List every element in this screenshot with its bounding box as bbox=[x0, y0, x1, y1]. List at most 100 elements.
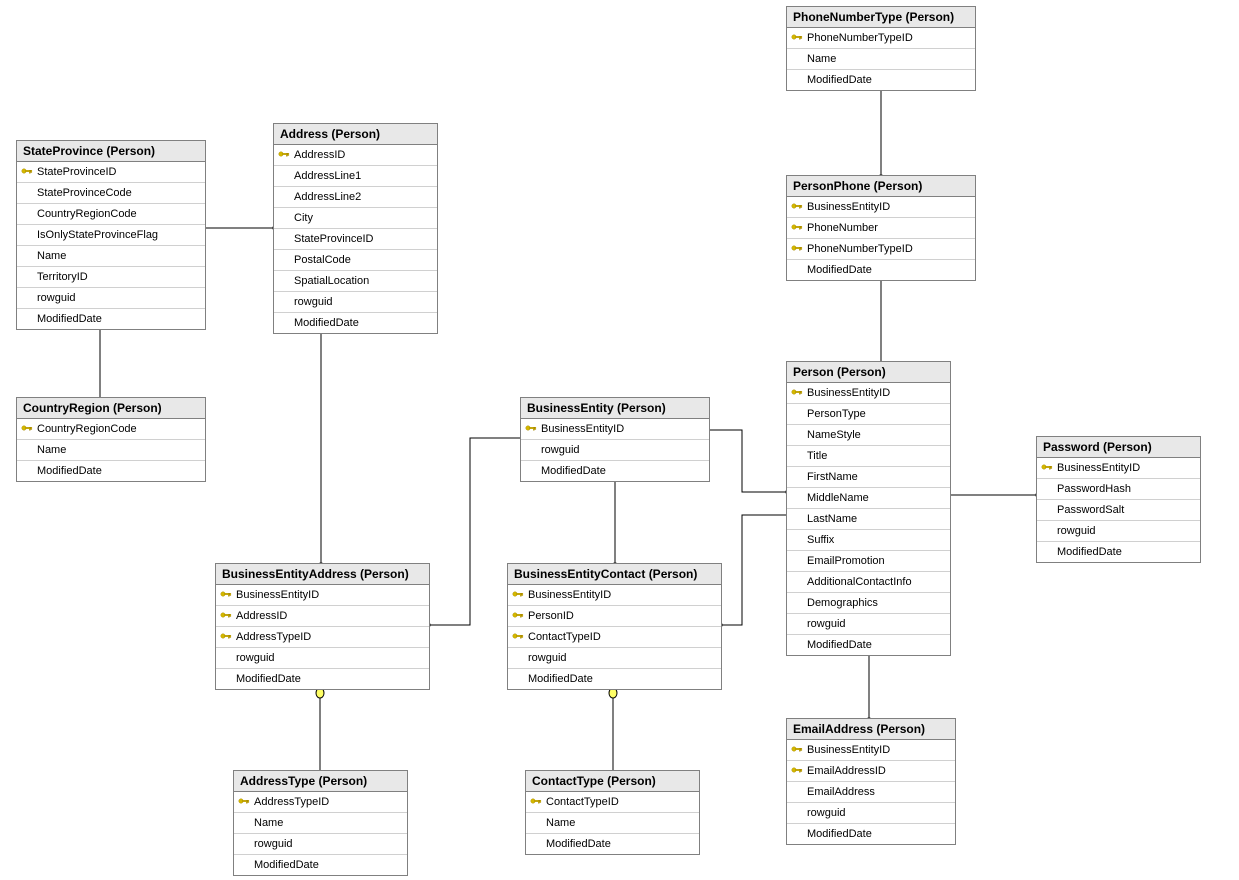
table-column[interactable]: ModifiedDate bbox=[787, 635, 950, 655]
table-column[interactable]: rowguid bbox=[787, 614, 950, 635]
table-column[interactable]: rowguid bbox=[508, 648, 721, 669]
table-column[interactable]: rowguid bbox=[216, 648, 429, 669]
table-column[interactable]: BusinessEntityID bbox=[216, 585, 429, 606]
table-column[interactable]: Title bbox=[787, 446, 950, 467]
table-column[interactable]: AddressTypeID bbox=[234, 792, 407, 813]
table-column[interactable]: ContactTypeID bbox=[526, 792, 699, 813]
table-column[interactable]: PhoneNumberTypeID bbox=[787, 28, 975, 49]
table-column[interactable]: ContactTypeID bbox=[508, 627, 721, 648]
column-name: ModifiedDate bbox=[294, 317, 359, 329]
table-column[interactable]: CountryRegionCode bbox=[17, 204, 205, 225]
table-column[interactable]: rowguid bbox=[17, 288, 205, 309]
table-column[interactable]: BusinessEntityID bbox=[521, 419, 709, 440]
column-name: PostalCode bbox=[294, 254, 351, 266]
entity-table-address[interactable]: Address (Person)AddressIDAddressLine1Add… bbox=[273, 123, 438, 334]
table-column[interactable]: Name bbox=[234, 813, 407, 834]
table-column[interactable]: City bbox=[274, 208, 437, 229]
entity-table-businessEntityAddress[interactable]: BusinessEntityAddress (Person)BusinessEn… bbox=[215, 563, 430, 690]
table-column[interactable]: LastName bbox=[787, 509, 950, 530]
table-column[interactable]: ModifiedDate bbox=[508, 669, 721, 689]
table-column[interactable]: AddressID bbox=[216, 606, 429, 627]
table-column[interactable]: rowguid bbox=[234, 834, 407, 855]
primary-key-icon bbox=[278, 148, 290, 160]
table-column[interactable]: ModifiedDate bbox=[787, 260, 975, 280]
table-column[interactable]: PhoneNumberTypeID bbox=[787, 239, 975, 260]
column-name: PhoneNumberTypeID bbox=[807, 243, 913, 255]
table-column[interactable]: Demographics bbox=[787, 593, 950, 614]
column-name: ModifiedDate bbox=[236, 673, 301, 685]
entity-table-emailAddress[interactable]: EmailAddress (Person) BusinessEntityID Ema… bbox=[786, 718, 956, 845]
table-column[interactable]: ModifiedDate bbox=[234, 855, 407, 875]
column-name: BusinessEntityID bbox=[807, 744, 890, 756]
table-column[interactable]: PhoneNumber bbox=[787, 218, 975, 239]
table-column[interactable]: StateProvinceID bbox=[17, 162, 205, 183]
column-name: ModifiedDate bbox=[541, 465, 606, 477]
table-column[interactable]: BusinessEntityID bbox=[1037, 458, 1200, 479]
table-column[interactable]: NameStyle bbox=[787, 425, 950, 446]
table-column[interactable]: AddressLine1 bbox=[274, 166, 437, 187]
table-column[interactable]: rowguid bbox=[274, 292, 437, 313]
table-column[interactable]: AddressTypeID bbox=[216, 627, 429, 648]
entity-table-password[interactable]: Password (Person)BusinessEntityIDPasswor… bbox=[1036, 436, 1201, 563]
table-column[interactable]: ModifiedDate bbox=[17, 461, 205, 481]
table-column[interactable]: PasswordHash bbox=[1037, 479, 1200, 500]
table-column[interactable]: BusinessEntityID bbox=[508, 585, 721, 606]
entity-table-phoneNumberType[interactable]: PhoneNumberType (Person)PhoneNumberTypeI… bbox=[786, 6, 976, 91]
table-column[interactable]: ModifiedDate bbox=[787, 824, 955, 844]
entity-table-person[interactable]: Person (Person)BusinessEntityIDPersonTyp… bbox=[786, 361, 951, 656]
entity-table-addressType[interactable]: AddressType (Person)AddressTypeIDNamerow… bbox=[233, 770, 408, 876]
table-column[interactable]: Suffix bbox=[787, 530, 950, 551]
table-column[interactable]: Name bbox=[787, 49, 975, 70]
table-column[interactable]: ModifiedDate bbox=[216, 669, 429, 689]
table-column[interactable]: PersonID bbox=[508, 606, 721, 627]
entity-table-businessEntity[interactable]: BusinessEntity (Person)BusinessEntityIDr… bbox=[520, 397, 710, 482]
table-column[interactable]: ModifiedDate bbox=[787, 70, 975, 90]
table-column[interactable]: Name bbox=[526, 813, 699, 834]
column-name: MiddleName bbox=[807, 492, 869, 504]
table-column[interactable]: BusinessEntityID bbox=[787, 197, 975, 218]
table-column[interactable]: StateProvinceCode bbox=[17, 183, 205, 204]
table-column[interactable]: BusinessEntityID bbox=[787, 383, 950, 404]
table-column[interactable]: rowguid bbox=[787, 803, 955, 824]
table-column[interactable]: SpatialLocation bbox=[274, 271, 437, 292]
table-column[interactable]: MiddleName bbox=[787, 488, 950, 509]
column-name: EmailAddress bbox=[807, 786, 875, 798]
table-column[interactable]: ModifiedDate bbox=[526, 834, 699, 854]
entity-table-contactType[interactable]: ContactType (Person)ContactTypeIDNameMod… bbox=[525, 770, 700, 855]
table-column[interactable]: rowguid bbox=[1037, 521, 1200, 542]
table-column[interactable]: ModifiedDate bbox=[274, 313, 437, 333]
table-column[interactable]: rowguid bbox=[521, 440, 709, 461]
table-column[interactable]: AddressID bbox=[274, 145, 437, 166]
table-column[interactable]: ModifiedDate bbox=[521, 461, 709, 481]
column-name: Suffix bbox=[807, 534, 834, 546]
table-column[interactable]: TerritoryID bbox=[17, 267, 205, 288]
table-column[interactable]: PostalCode bbox=[274, 250, 437, 271]
column-name: rowguid bbox=[1057, 525, 1096, 537]
entity-table-businessEntityContact[interactable]: BusinessEntityContact (Person)BusinessEn… bbox=[507, 563, 722, 690]
table-column[interactable]: Name bbox=[17, 440, 205, 461]
column-name: ModifiedDate bbox=[254, 859, 319, 871]
column-name: AddressID bbox=[236, 610, 287, 622]
table-column[interactable]: EmailPromotion bbox=[787, 551, 950, 572]
table-column[interactable]: StateProvinceID bbox=[274, 229, 437, 250]
table-column[interactable]: ModifiedDate bbox=[1037, 542, 1200, 562]
entity-table-personPhone[interactable]: PersonPhone (Person)BusinessEntityIDPhon… bbox=[786, 175, 976, 281]
table-column[interactable]: IsOnlyStateProvinceFlag bbox=[17, 225, 205, 246]
table-column[interactable]: EmailAddressID bbox=[787, 761, 955, 782]
primary-key-icon bbox=[21, 165, 33, 177]
table-column[interactable]: BusinessEntityID bbox=[787, 740, 955, 761]
table-column[interactable]: CountryRegionCode bbox=[17, 419, 205, 440]
table-column[interactable]: PersonType bbox=[787, 404, 950, 425]
entity-table-stateProvince[interactable]: StateProvince (Person)StateProvinceIDSta… bbox=[16, 140, 206, 330]
entity-table-countryRegion[interactable]: CountryRegion (Person)CountryRegionCodeN… bbox=[16, 397, 206, 482]
table-column[interactable]: FirstName bbox=[787, 467, 950, 488]
column-name: AddressLine2 bbox=[294, 191, 361, 203]
table-column[interactable]: PasswordSalt bbox=[1037, 500, 1200, 521]
table-column[interactable]: EmailAddress bbox=[787, 782, 955, 803]
table-column[interactable]: AdditionalContactInfo bbox=[787, 572, 950, 593]
primary-key-icon bbox=[791, 242, 803, 254]
table-column[interactable]: Name bbox=[17, 246, 205, 267]
table-column[interactable]: ModifiedDate bbox=[17, 309, 205, 329]
table-column[interactable]: AddressLine2 bbox=[274, 187, 437, 208]
table-title: EmailAddress (Person) bbox=[787, 719, 955, 740]
